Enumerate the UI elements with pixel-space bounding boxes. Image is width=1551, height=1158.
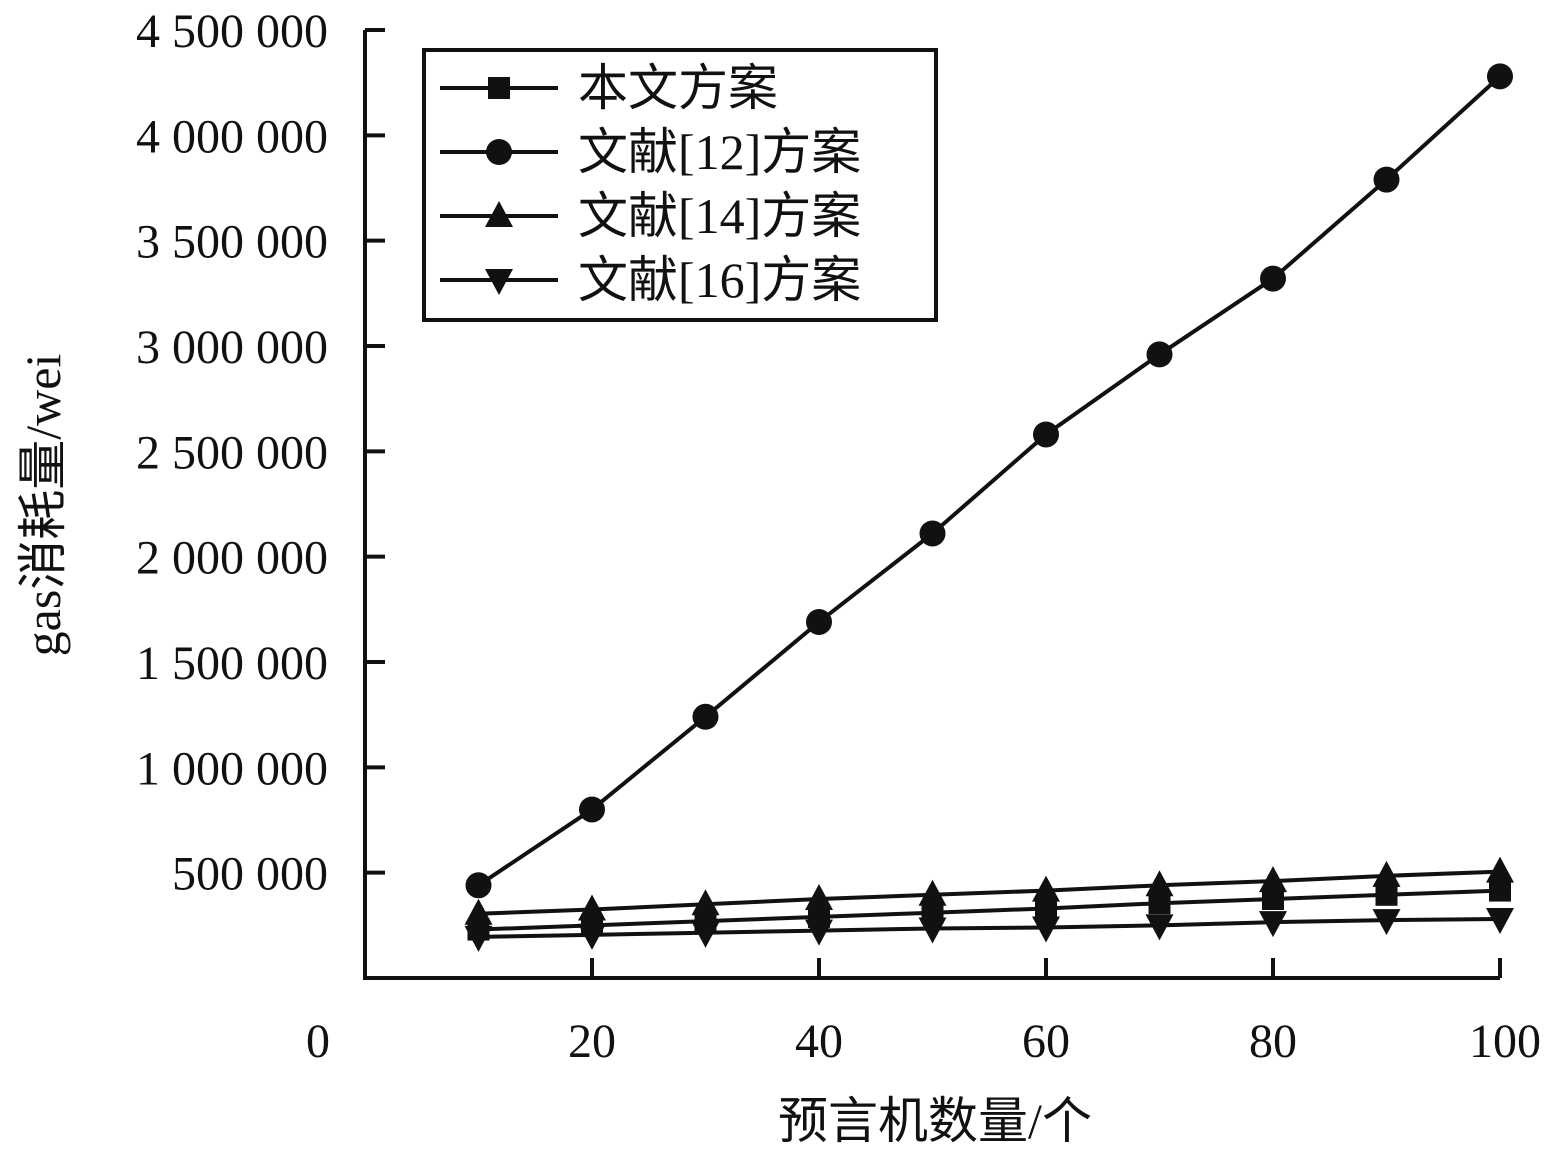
y-tick-label: 2 000 000 (136, 532, 328, 585)
y-axis-ticks: 500 000 1 000 000 1 500 000 2 000 000 2 500 … (136, 5, 385, 901)
data-point (1032, 916, 1060, 943)
legend-marker (486, 139, 512, 165)
y-tick-label: 4 500 000 (136, 5, 328, 58)
legend-label: 本文方案 (578, 60, 778, 116)
data-point (464, 925, 493, 952)
series-line (478, 888, 1501, 932)
x-tick-label: 100 (1469, 1015, 1541, 1068)
x-tick-label: 60 (1022, 1015, 1070, 1068)
series-line (478, 917, 1501, 939)
legend-marker (485, 201, 513, 227)
data-point (578, 923, 606, 950)
data-point (1372, 860, 1401, 887)
data-point (1259, 866, 1287, 893)
data-point (1259, 911, 1287, 938)
data-point (1487, 63, 1513, 90)
x-tick-label: 0 (306, 1015, 330, 1068)
axes (363, 30, 1500, 980)
series-line (477, 74, 1502, 887)
y-tick-label: 3 000 000 (136, 321, 328, 374)
legend-item: 文献[12]方案 (440, 124, 861, 180)
data-point (1145, 914, 1174, 941)
data-point (1375, 883, 1398, 906)
x-tick-label: 40 (795, 1015, 843, 1068)
legend-label: 文献[14]方案 (578, 188, 861, 244)
data-point (692, 703, 719, 730)
data-point (805, 884, 833, 910)
data-point (1262, 888, 1284, 910)
data-point (1260, 265, 1286, 292)
data-point (1032, 875, 1060, 902)
data-point (579, 796, 605, 823)
series-line (478, 869, 1501, 916)
y-tick-label: 500 000 (172, 848, 328, 901)
legend-item: 文献[14]方案 (440, 188, 861, 244)
data-point (919, 520, 946, 547)
data-point (806, 608, 832, 635)
y-tick-label: 4 000 000 (136, 110, 328, 163)
y-tick-label: 1 500 000 (136, 637, 328, 690)
legend-label: 文献[12]方案 (578, 124, 861, 180)
data-point (1146, 341, 1173, 368)
data-point (1145, 870, 1174, 897)
x-tick-label: 80 (1249, 1015, 1297, 1068)
data-point (691, 921, 720, 948)
y-tick-label: 2 500 000 (136, 426, 328, 479)
series-2 (465, 63, 1513, 899)
data-point (465, 872, 492, 899)
data-point (1035, 897, 1057, 920)
legend-item: 文献[16]方案 (440, 252, 861, 308)
data-point (1033, 421, 1059, 448)
data-point (918, 879, 947, 906)
series-4 (464, 908, 1514, 952)
x-tick-label: 20 (568, 1015, 616, 1068)
data-point (1372, 909, 1401, 936)
data-point (1373, 166, 1400, 193)
legend-label: 文献[16]方案 (578, 252, 861, 308)
data-point (578, 894, 606, 921)
y-tick-label: 3 500 000 (136, 216, 328, 269)
legend-marker (488, 77, 510, 99)
data-point (918, 917, 947, 944)
series-3 (464, 856, 1514, 925)
data-point (691, 889, 720, 916)
data-point (1486, 856, 1514, 883)
plot-series (464, 63, 1514, 952)
legend-marker (485, 269, 513, 295)
y-axis-title: gas消耗量/wei (15, 354, 71, 657)
x-axis-title: 预言机数量/个 (778, 1093, 1092, 1149)
series-1 (467, 879, 1511, 941)
data-point (1148, 892, 1171, 915)
data-point (805, 919, 833, 946)
x-axis-ticks: 0 20 40 60 80 100 (306, 958, 1541, 1068)
legend-item: 本文方案 (440, 60, 778, 116)
data-point (1486, 908, 1514, 935)
data-point (464, 898, 493, 925)
y-tick-label: 1 000 000 (136, 742, 328, 795)
data-point (1489, 879, 1511, 902)
